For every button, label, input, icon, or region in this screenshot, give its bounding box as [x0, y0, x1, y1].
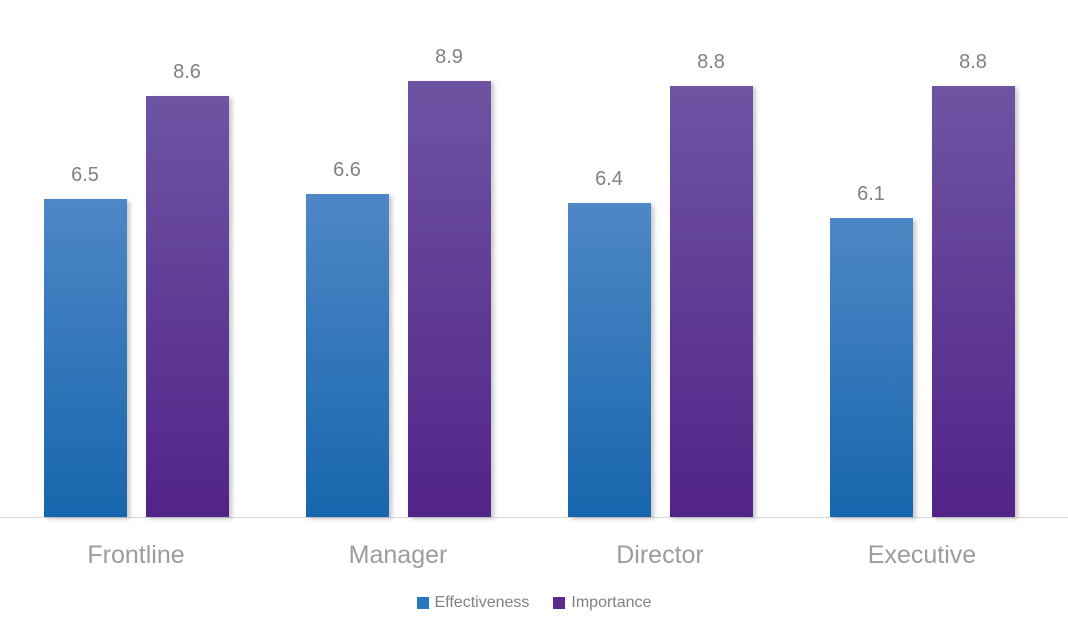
value-label-effectiveness-director: 6.4 — [595, 168, 623, 191]
category-label-manager: Manager — [348, 541, 448, 569]
category-label-executive: Executive — [867, 541, 977, 569]
value-label-importance-manager: 8.9 — [435, 45, 463, 68]
bar-importance-frontline — [145, 95, 229, 517]
value-label-effectiveness-frontline: 6.5 — [71, 163, 99, 186]
category-label-director: Director — [616, 541, 704, 569]
bar-effectiveness-frontline — [43, 198, 127, 517]
bar-effectiveness-director — [567, 203, 651, 517]
bar-importance-manager — [407, 80, 491, 517]
bar-importance-director — [669, 85, 753, 517]
legend-swatch-icon — [553, 597, 566, 609]
legend: Effectiveness Importance — [0, 595, 1068, 611]
legend-swatch-icon — [416, 597, 429, 609]
value-label-importance-executive: 8.8 — [959, 50, 987, 73]
value-label-importance-frontline: 8.6 — [173, 60, 201, 83]
category-axis-line — [0, 517, 1068, 518]
legend-label: Importance — [571, 594, 652, 611]
value-label-effectiveness-manager: 6.6 — [333, 158, 361, 181]
legend-item-effectiveness: Effectiveness — [416, 594, 530, 611]
value-label-importance-director: 8.8 — [697, 50, 725, 73]
bar-effectiveness-executive — [829, 218, 913, 517]
value-label-effectiveness-executive: 6.1 — [857, 183, 885, 206]
bar-importance-executive — [931, 85, 1015, 517]
legend-label: Effectiveness — [434, 594, 530, 611]
bar-effectiveness-manager — [305, 193, 389, 517]
legend-item-importance: Importance — [553, 595, 651, 611]
category-label-frontline: Frontline — [87, 541, 185, 569]
